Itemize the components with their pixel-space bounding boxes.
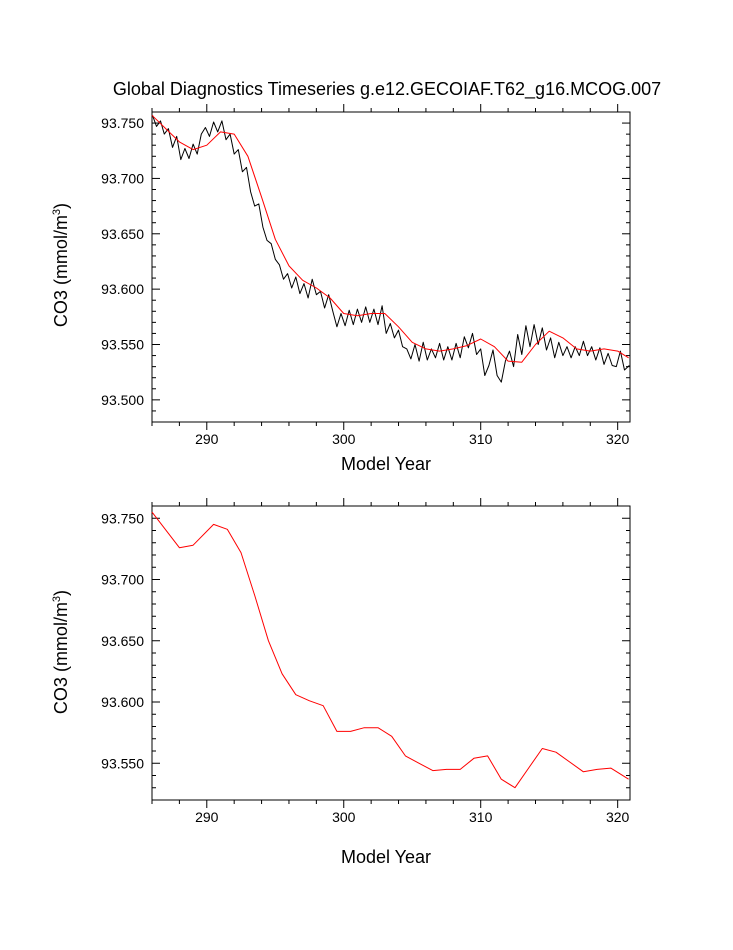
x-tick-label: 310 bbox=[469, 809, 493, 825]
y-tick-labels: 93.500 93.550 93.600 93.650 93.700 93.750 bbox=[101, 115, 144, 408]
y-tick-label: 93.700 bbox=[101, 572, 144, 588]
series-lines bbox=[151, 511, 629, 789]
y-tick-label: 93.750 bbox=[101, 115, 144, 131]
y-tick-labels: 93.550 93.600 93.650 93.700 93.750 bbox=[101, 510, 144, 771]
chart-title: Global Diagnostics Timeseries g.e12.GECO… bbox=[113, 79, 661, 100]
smoothed-series-line bbox=[151, 114, 629, 363]
y-tick-label: 93.500 bbox=[101, 392, 144, 408]
series-lines bbox=[151, 114, 630, 383]
y-tick-label: 93.550 bbox=[101, 755, 144, 771]
timeseries-panel-monthly: 93.500 93.550 93.600 93.650 93.700 93.750 290… bbox=[51, 104, 631, 474]
x-tick-label: 320 bbox=[606, 809, 630, 825]
x-tick-label: 300 bbox=[332, 809, 356, 825]
annual-series-line bbox=[151, 511, 629, 789]
y-tick-label: 93.600 bbox=[101, 694, 144, 710]
axis-ticks bbox=[151, 104, 630, 430]
x-tick-label: 320 bbox=[606, 431, 630, 447]
monthly-series-line bbox=[152, 115, 630, 383]
y-axis-title: CO3 (mmol/m3) bbox=[51, 203, 71, 327]
x-axis-title: Model Year bbox=[341, 847, 431, 867]
x-tick-labels: 290 300 310 320 bbox=[195, 809, 629, 825]
timeseries-panel-annual: 93.550 93.600 93.650 93.700 93.750 290 300 310… bbox=[51, 498, 631, 867]
y-axis-title-sup: 3 bbox=[51, 596, 63, 602]
x-tick-label: 300 bbox=[332, 431, 356, 447]
y-axis-title-close: ) bbox=[51, 590, 71, 596]
y-tick-label: 93.650 bbox=[101, 633, 144, 649]
x-tick-label: 290 bbox=[195, 809, 219, 825]
y-tick-label: 93.600 bbox=[101, 281, 144, 297]
y-tick-label: 93.650 bbox=[101, 226, 144, 242]
x-tick-label: 310 bbox=[469, 431, 493, 447]
x-axis-title: Model Year bbox=[341, 454, 431, 474]
y-axis-title-sup: 3 bbox=[51, 209, 63, 215]
axis-ticks bbox=[151, 498, 630, 808]
plot-frame bbox=[151, 111, 631, 423]
y-axis-title: CO3 (mmol/m3) bbox=[51, 590, 71, 714]
x-tick-labels: 290 300 310 320 bbox=[195, 431, 629, 447]
plot-frame bbox=[151, 505, 631, 801]
x-tick-label: 290 bbox=[195, 431, 219, 447]
y-tick-label: 93.750 bbox=[101, 510, 144, 526]
y-tick-label: 93.700 bbox=[101, 170, 144, 186]
y-axis-title-close: ) bbox=[51, 203, 71, 209]
y-axis-title-main: CO3 (mmol/m bbox=[51, 602, 71, 714]
y-tick-label: 93.550 bbox=[101, 337, 144, 353]
y-axis-title-main: CO3 (mmol/m bbox=[51, 215, 71, 327]
